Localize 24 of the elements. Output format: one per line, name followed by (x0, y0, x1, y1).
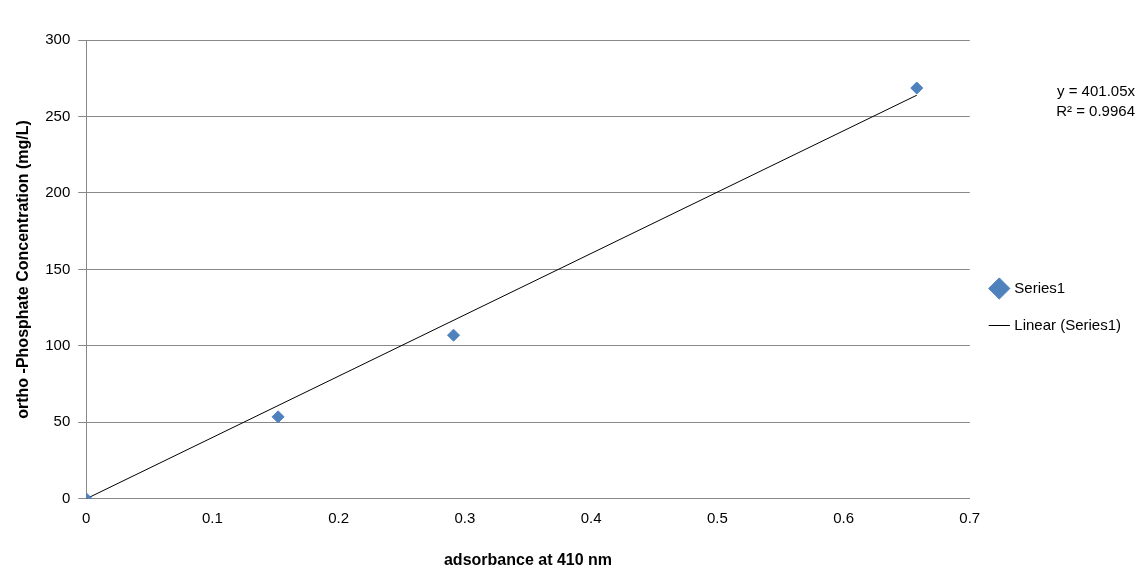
y-tick-label: 50 (53, 412, 71, 430)
text: y = 401.05x (1057, 82, 1136, 100)
x-tick-label: 0 (82, 508, 91, 526)
point (910, 81, 924, 95)
x-tick-label: 0.1 (202, 508, 223, 526)
x-tick-label: 0.6 (833, 508, 854, 526)
x-tick-label: 0.7 (959, 508, 981, 526)
point (271, 410, 285, 424)
x-axis-title: adsorbance at 410 nm (443, 550, 613, 568)
y-tick-label: 250 (45, 106, 71, 124)
x-tick-label: 0.4 (580, 508, 602, 526)
x-tick-label: 0.2 (328, 508, 350, 526)
legend-label: Series1 (1014, 278, 1066, 296)
y-tick-label: 100 (45, 336, 71, 354)
x-tick-label: 0.5 (706, 508, 728, 526)
y-axis-title: ortho -Phosphate Concentration (mg/L) (14, 120, 32, 419)
point (447, 328, 461, 342)
text: R² = 0.9964 (1056, 102, 1135, 120)
y-tick-label: 200 (45, 183, 71, 201)
y-tick-label: 300 (45, 30, 71, 48)
y-tick-label: 0 (61, 488, 71, 506)
y-tick-label: 150 (45, 259, 71, 277)
x-tick-label: 0.3 (454, 508, 476, 526)
legend-label: Linear (Series1) (1014, 315, 1121, 333)
